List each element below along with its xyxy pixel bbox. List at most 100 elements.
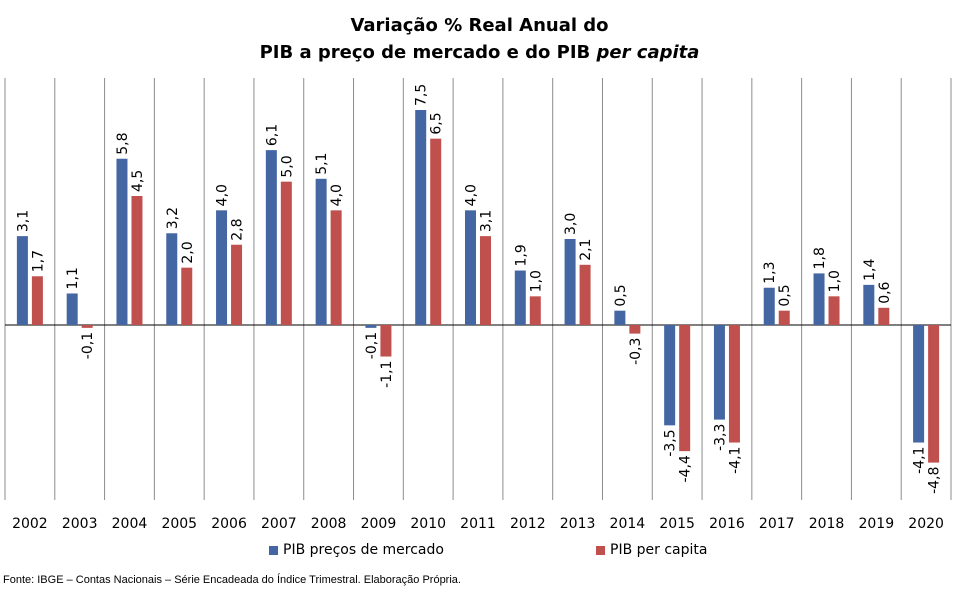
bar-series-1 <box>579 264 591 325</box>
chart-title-line2: PIB a preço de mercado e do PIB per capi… <box>0 39 959 66</box>
data-label: 4,0 <box>464 184 480 206</box>
data-label: 7,5 <box>414 84 430 106</box>
bar-series-1 <box>529 296 541 325</box>
x-tick-label: 2019 <box>858 516 894 532</box>
x-tick-label: 2004 <box>112 516 148 532</box>
x-tick-label: 2017 <box>759 516 795 532</box>
x-tick-label: 2020 <box>908 516 944 532</box>
data-label: -0,1 <box>364 332 380 359</box>
bar-series-1 <box>380 325 392 357</box>
data-label: 2,0 <box>180 241 196 263</box>
x-tick-label: 2012 <box>510 516 546 532</box>
bar-series-1 <box>81 325 93 328</box>
bar-series-1 <box>828 296 840 325</box>
data-label: 2,8 <box>230 218 246 240</box>
bar-series-1 <box>430 138 442 325</box>
data-label: -1,1 <box>379 361 395 388</box>
chart-title-line2-prefix: PIB a preço de mercado e do PIB <box>259 42 597 63</box>
bar-series-1 <box>878 307 890 325</box>
data-label: 1,7 <box>30 250 46 272</box>
x-tick-label: 2011 <box>460 516 496 532</box>
data-label: -0,3 <box>628 338 644 365</box>
data-label: 4,0 <box>329 184 345 206</box>
data-label: 1,4 <box>862 259 878 281</box>
bar-series-1 <box>728 325 740 443</box>
chart-title-line2-italic: per capita <box>596 42 700 63</box>
data-label: 3,1 <box>15 210 31 232</box>
bar-series-0 <box>216 210 228 325</box>
bar-series-1 <box>31 276 43 325</box>
data-label: 1,9 <box>513 244 529 266</box>
x-tick-label: 2002 <box>12 516 48 532</box>
bar-series-0 <box>863 284 875 325</box>
legend-label-series-0: PIB preços de mercado <box>283 542 444 558</box>
data-label: 1,3 <box>762 261 778 283</box>
data-label: 3,0 <box>563 213 579 235</box>
bar-series-1 <box>330 210 342 325</box>
chart-title: Variação % Real Anual do PIB a preço de … <box>0 12 959 66</box>
bar-series-0 <box>415 110 427 325</box>
bar-series-1 <box>928 325 940 463</box>
data-label: 5,8 <box>115 132 131 154</box>
x-tick-label: 2010 <box>410 516 446 532</box>
bar-series-1 <box>181 267 193 325</box>
data-label: 4,5 <box>130 170 146 192</box>
data-label: 0,5 <box>777 284 793 306</box>
bar-series-0 <box>514 270 526 325</box>
data-label: 3,1 <box>479 210 495 232</box>
bar-series-0 <box>116 158 128 325</box>
data-label: -4,1 <box>727 447 743 474</box>
data-label: 1,0 <box>528 270 544 292</box>
legend-swatch-series-0 <box>269 545 278 555</box>
bar-series-0 <box>564 239 576 325</box>
data-label: 6,5 <box>429 112 445 134</box>
legend-swatch-series-1 <box>596 545 605 555</box>
x-tick-label: 2006 <box>211 516 247 532</box>
x-tick-label: 2015 <box>659 516 695 532</box>
data-label: 1,8 <box>812 247 828 269</box>
bar-series-0 <box>66 293 78 325</box>
bar-series-0 <box>465 210 476 325</box>
data-label: 0,6 <box>877 281 893 303</box>
legend-item-series-1: PIB per capita <box>596 542 707 558</box>
data-label: -0,1 <box>80 332 96 359</box>
bar-series-1 <box>778 310 790 325</box>
x-tick-label: 2008 <box>311 516 347 532</box>
data-label: -3,3 <box>712 424 728 451</box>
bar-series-0 <box>16 236 28 325</box>
bar-series-1 <box>629 325 641 334</box>
data-label: -4,8 <box>927 467 943 494</box>
x-tick-label: 2016 <box>709 516 745 532</box>
data-label: 1,0 <box>827 270 843 292</box>
bar-series-0 <box>166 233 178 325</box>
data-label: 1,1 <box>65 267 81 289</box>
data-label: 5,0 <box>279 155 295 177</box>
data-label: -4,4 <box>678 455 694 482</box>
bar-series-0 <box>664 325 676 426</box>
data-label: 0,5 <box>613 284 629 306</box>
chart-title-line1: Variação % Real Anual do <box>350 15 609 36</box>
x-tick-label: 2018 <box>809 516 845 532</box>
x-tick-label: 2014 <box>610 516 646 532</box>
legend-item-series-0: PIB preços de mercado <box>269 542 444 558</box>
bar-series-1 <box>231 244 243 325</box>
bar-series-1 <box>679 325 691 452</box>
data-label: 4,0 <box>215 184 231 206</box>
bar-series-0 <box>315 178 327 325</box>
data-label: 5,1 <box>314 153 330 175</box>
x-tick-label: 2009 <box>361 516 397 532</box>
bar-series-1 <box>280 181 292 325</box>
bar-series-0 <box>913 325 925 443</box>
data-label: -3,5 <box>663 429 679 456</box>
x-tick-label: 2007 <box>261 516 297 532</box>
bar-series-0 <box>614 310 626 325</box>
x-tick-label: 2003 <box>62 516 98 532</box>
data-label: 2,1 <box>578 239 594 261</box>
bar-series-0 <box>713 325 725 420</box>
source-note: Fonte: IBGE – Contas Nacionais – Série E… <box>3 574 461 586</box>
bar-series-1 <box>131 196 143 325</box>
bar-series-0 <box>265 150 277 325</box>
legend-label-series-1: PIB per capita <box>610 542 708 558</box>
x-tick-label: 2005 <box>161 516 197 532</box>
